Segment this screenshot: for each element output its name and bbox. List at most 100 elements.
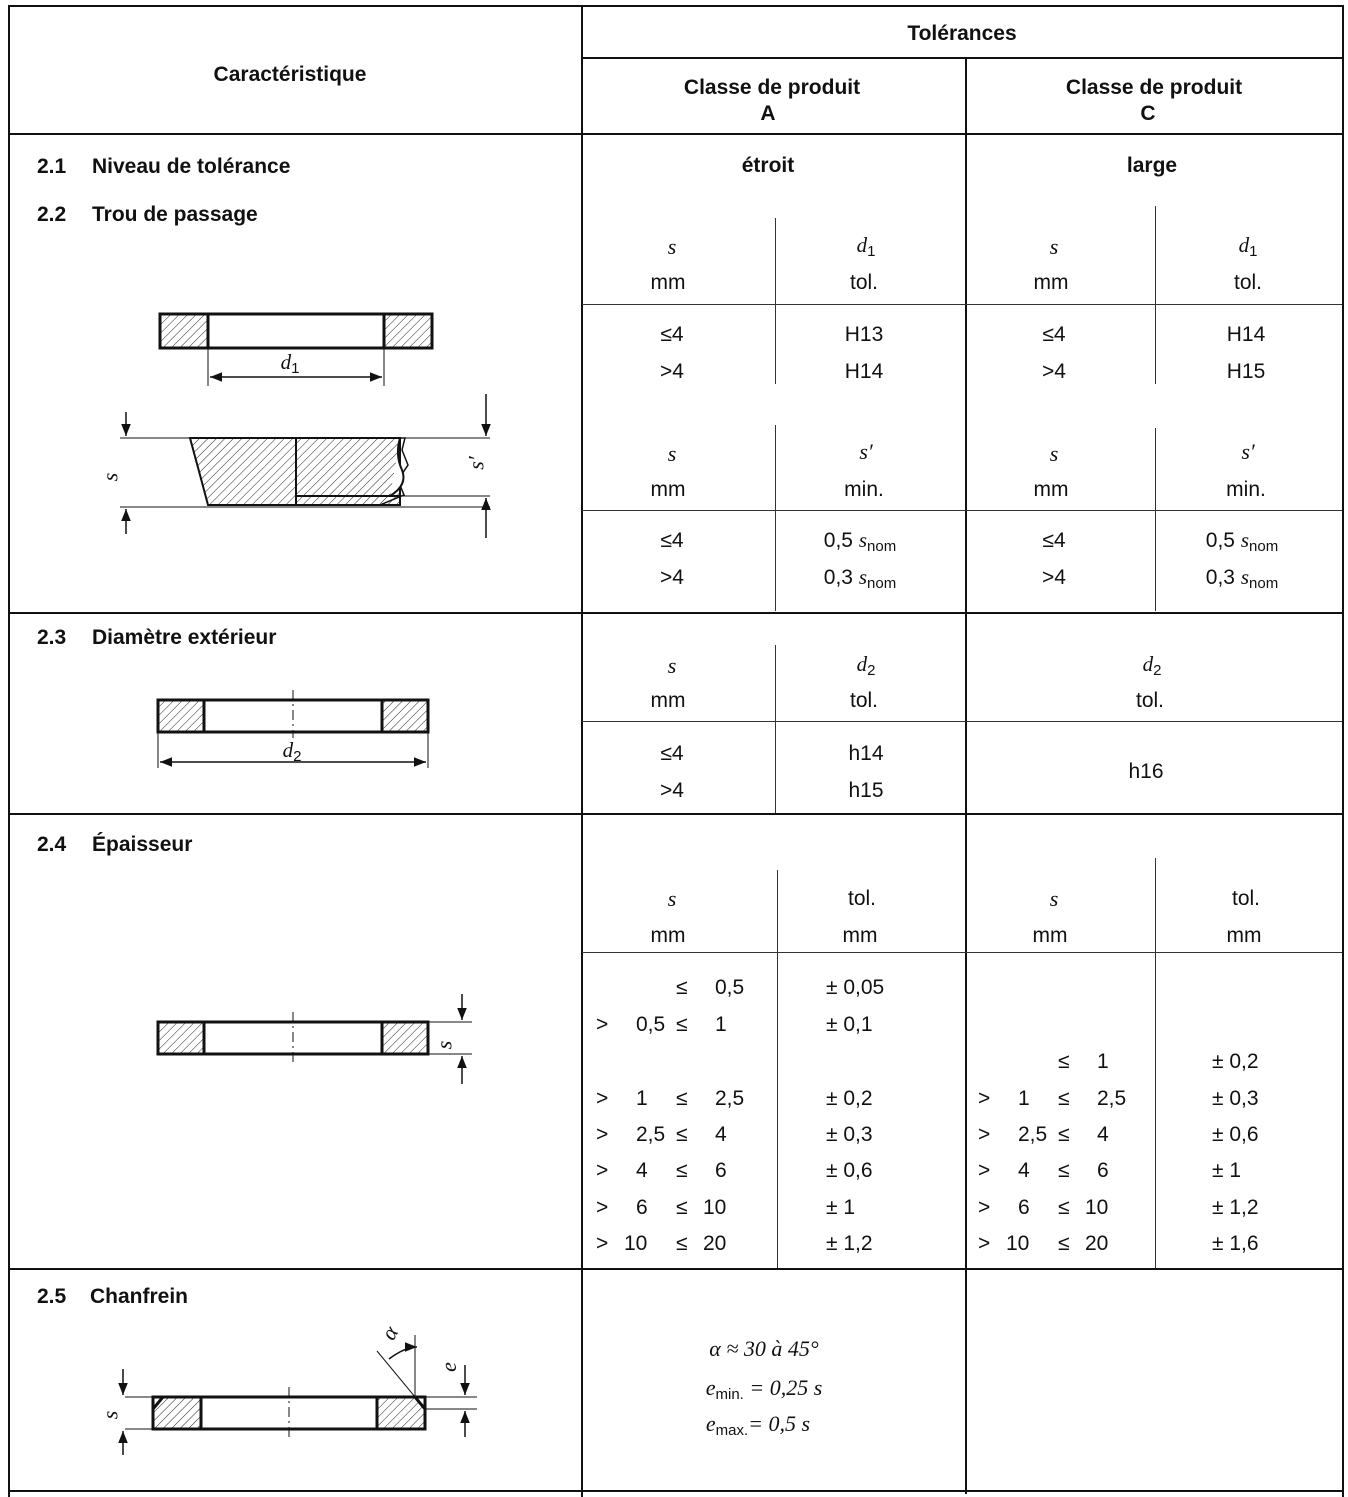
table-cell: ≤4 (1042, 323, 1066, 346)
table-cell: ≤ (1058, 1232, 1070, 1255)
table-cell: ≤ (1058, 1159, 1070, 1182)
table-cell: ≤ (1058, 1087, 1070, 1110)
table-cell: ≤ (676, 1196, 688, 1219)
table-cell: 2,5 (636, 1123, 666, 1146)
s-symbol: s (1049, 234, 1059, 259)
tol-label: tol. (847, 887, 877, 910)
table-cell: 2,5 (1018, 1123, 1048, 1146)
s-prime-symbol: s′ (1241, 439, 1255, 464)
class-a-tolerance-level: étroit (741, 154, 795, 177)
chamfer-e-min-spec: emin. = 0,25 s (705, 1375, 823, 1403)
table-cell: ≤ (1058, 1196, 1070, 1219)
table-cell: ≤4 (660, 529, 684, 552)
d1-dimension-label: d1 (280, 350, 300, 377)
table-cell: ± 1,2 (1212, 1196, 1259, 1219)
table-cell: 0,5 snom (1205, 528, 1279, 555)
unit-mm: mm (1033, 478, 1069, 501)
table-cell: >4 (660, 360, 684, 383)
table-cell: 6 (636, 1196, 648, 1219)
table-cell: ± 0,2 (826, 1087, 873, 1110)
washer-clearance-hole-figure (120, 312, 491, 538)
table-cell: ≤ (1058, 1123, 1070, 1146)
d2-symbol: d2 (1142, 652, 1162, 679)
table-cell: ± 1,6 (1212, 1232, 1259, 1255)
table-cell: 1 (636, 1087, 648, 1110)
table-cell: > (978, 1087, 991, 1110)
table-cell: > (596, 1232, 609, 1255)
chamfer-angle-spec: α ≈ 30 à 45° (709, 1336, 819, 1361)
table-cell: ± 0,3 (826, 1123, 873, 1146)
chamfer-e-max-spec: emax.= 0,5 s (705, 1411, 811, 1439)
table-cell: 0,5 (636, 1013, 666, 1036)
s-prime-dimension-label: s′ (463, 456, 489, 470)
table-cell: 4 (715, 1123, 727, 1146)
table-cell: > (596, 1013, 609, 1036)
table-cell: 1 (715, 1013, 727, 1036)
class-c-tolerance-level: large (1126, 154, 1178, 177)
table-cell: 0,3 snom (1205, 565, 1279, 592)
table-cell: h15 (848, 779, 884, 802)
section-title-clearance-hole: Trou de passage (92, 203, 258, 226)
table-cell: h16 (1128, 760, 1164, 783)
section-title-tolerance-level: Niveau de tolérance (92, 155, 291, 178)
table-cell: 2,5 (715, 1087, 745, 1110)
table-cell: 0,3 snom (823, 565, 897, 592)
table-cell: ± 1 (826, 1196, 856, 1219)
d2-dimension-label: d2 (282, 738, 302, 765)
s-symbol: s (667, 234, 677, 259)
table-cell: ≤4 (1042, 529, 1066, 552)
tol-label: tol. (849, 271, 879, 294)
column-header-characteristic: Caractéristique (213, 63, 367, 86)
table-cell: 6 (1097, 1159, 1109, 1182)
table-cell: 0,5 (715, 976, 745, 999)
s-symbol: s (667, 441, 677, 466)
table-cell: ± 1 (1212, 1159, 1242, 1182)
table-cell: >4 (660, 779, 684, 802)
table-cell: ≤ (1058, 1050, 1070, 1073)
table-cell: 20 (703, 1232, 727, 1255)
min-label: min. (844, 478, 884, 501)
table-cell: 6 (1018, 1196, 1030, 1219)
table-cell: H15 (1226, 360, 1266, 383)
table-cell: ≤ (676, 1087, 688, 1110)
table-cell: 1 (1097, 1050, 1109, 1073)
table-cell: ≤ (676, 1232, 688, 1255)
section-number-2-2: 2.2 (37, 203, 67, 226)
section-number-2-3: 2.3 (37, 626, 67, 649)
table-cell: > (978, 1196, 991, 1219)
table-cell: > (596, 1123, 609, 1146)
section-number-2-5: 2.5 (37, 1285, 67, 1308)
s-symbol: s (667, 886, 677, 911)
table-cell: 4 (636, 1159, 648, 1182)
class-c-header-line2: C (1140, 102, 1156, 125)
table-cell: 0,5 snom (823, 528, 897, 555)
s-symbol: s (667, 653, 677, 678)
table-cell: 1 (1018, 1087, 1030, 1110)
s-prime-symbol: s′ (859, 439, 873, 464)
class-a-header-line2: A (760, 102, 776, 125)
table-cell: ≤4 (660, 323, 684, 346)
d1-symbol: d1 (856, 233, 876, 260)
table-cell: H13 (844, 323, 884, 346)
table-cell: H14 (1226, 323, 1266, 346)
table-cell: ≤ (676, 1013, 688, 1036)
s-dimension-label: s (97, 472, 123, 482)
table-cell: 4 (1018, 1159, 1030, 1182)
table-cell: ± 0,3 (1212, 1087, 1259, 1110)
table-cell: ± 1,2 (826, 1232, 873, 1255)
table-cell: 10 (1085, 1196, 1109, 1219)
table-cell: ≤ (676, 976, 688, 999)
s-symbol: s (1049, 441, 1059, 466)
table-cell: H14 (844, 360, 884, 383)
s-dimension-label: s (97, 1410, 123, 1420)
table-cell: > (978, 1123, 991, 1146)
table-cell: ≤4 (660, 742, 684, 765)
table-cell: > (596, 1196, 609, 1219)
table-cell: > (978, 1159, 991, 1182)
unit-mm: mm (1033, 271, 1069, 294)
table-cell: > (596, 1159, 609, 1182)
tol-label: tol. (1135, 689, 1165, 712)
d2-symbol: d2 (856, 652, 876, 679)
class-c-header-line1: Classe de produit (1065, 76, 1243, 99)
section-title-chamfer: Chanfrein (90, 1285, 189, 1308)
